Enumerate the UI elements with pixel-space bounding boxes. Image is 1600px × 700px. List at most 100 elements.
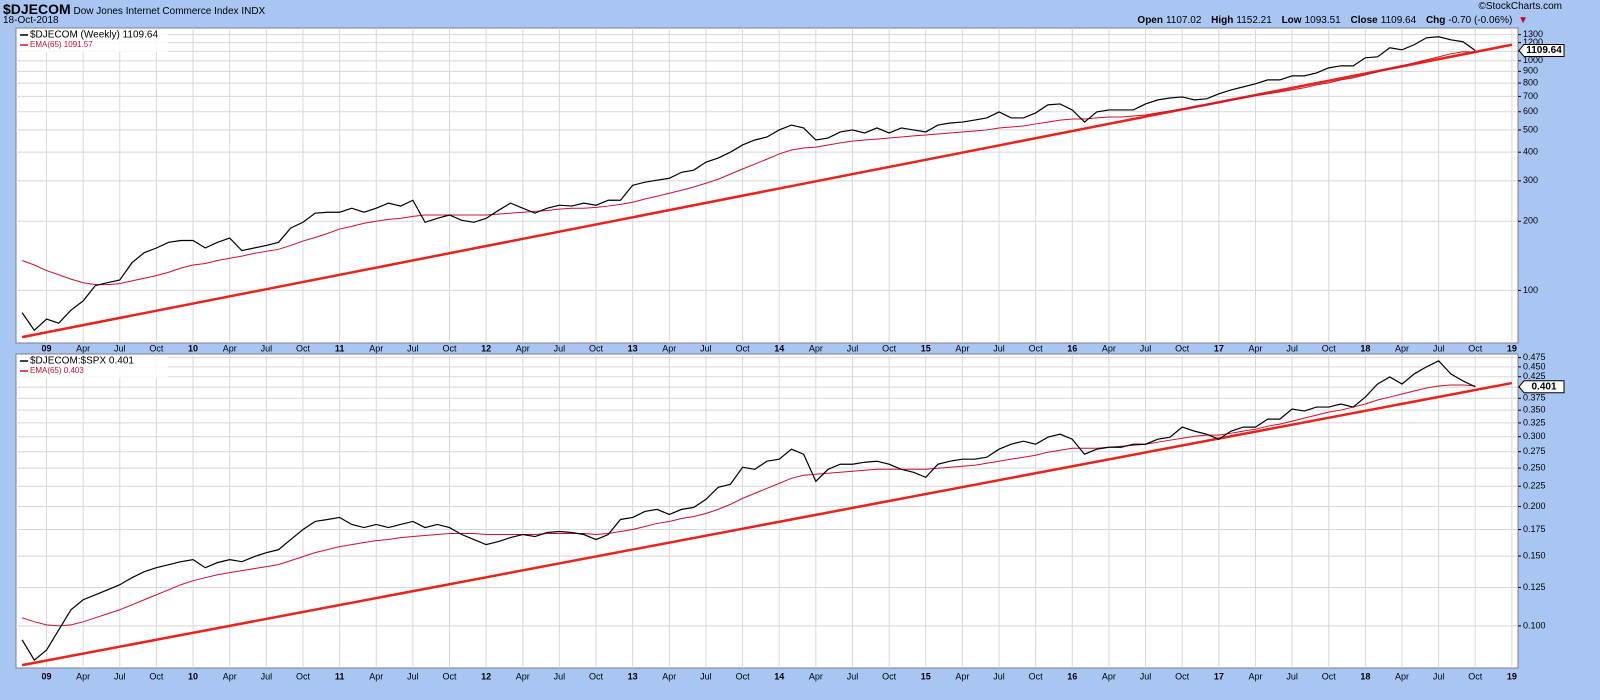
x-tick-label: Apr: [809, 671, 823, 681]
x-tick-label: Oct: [1175, 343, 1190, 353]
x-tick-label: 19: [1507, 343, 1517, 353]
y-tick-label: 0.450: [1523, 361, 1546, 371]
y-tick-label: 0.100: [1523, 620, 1546, 630]
x-tick-label: Oct: [589, 343, 604, 353]
quote-value: 1109.64: [1380, 15, 1417, 26]
index-name: Dow Jones Internet Commerce Index: [73, 6, 239, 17]
legend-label: EMA(65) 1091.57: [30, 40, 93, 49]
x-tick-label: 13: [628, 343, 638, 353]
x-tick-label: Oct: [1468, 671, 1483, 681]
x-tick-label: Apr: [76, 343, 90, 353]
exchange: INDX: [241, 6, 266, 17]
y-tick-label: 0.225: [1523, 481, 1546, 491]
legend-label: $DJECOM:$SPX 0.401: [30, 356, 134, 367]
y-tick-label: 0.275: [1523, 446, 1546, 456]
x-tick-label: 14: [774, 671, 784, 681]
y-tick-label: 900: [1523, 66, 1538, 76]
plot-lines: [21, 36, 1513, 339]
quote-row: Open 1107.02 High 1152.21 Low 1093.51 Close…: [1130, 15, 1528, 26]
x-tick-label: Jul: [993, 343, 1005, 353]
x-tick-label: Oct: [736, 343, 751, 353]
x-tick-label: Oct: [442, 343, 457, 353]
x-tick-label: Oct: [736, 671, 751, 681]
x-tick-label: Jul: [554, 671, 566, 681]
x-tick-label: Apr: [1102, 671, 1116, 681]
quote-label: High: [1211, 15, 1234, 26]
x-tick-label: Oct: [1322, 671, 1337, 681]
y-tick-label: 0.425: [1523, 371, 1546, 381]
x-tick-label: Jul: [554, 343, 566, 353]
x-tick-label: Oct: [1322, 343, 1337, 353]
quote-value: 1093.51: [1304, 15, 1341, 26]
quote-label: Chg: [1425, 15, 1446, 26]
x-tick-label: Jul: [114, 343, 126, 353]
x-tick-label: 14: [774, 343, 784, 353]
change-arrow: ▼: [1518, 15, 1528, 26]
x-tick-label: Apr: [662, 343, 676, 353]
x-tick-label: Jul: [114, 671, 126, 681]
last-value-box: [1518, 380, 1565, 394]
y-tick-label: 0.250: [1523, 462, 1546, 472]
y-tick-label: 0.375: [1523, 393, 1546, 403]
y-tick-label: 0.175: [1523, 524, 1546, 534]
quote-label: Low: [1281, 15, 1302, 26]
quote-value: -0.70 (-0.06%): [1448, 15, 1513, 26]
y-tick-label: 100: [1523, 285, 1538, 295]
last-value-box: [1518, 43, 1565, 57]
series-line: [21, 36, 1476, 332]
last-value-label: 1109.64: [1526, 45, 1562, 56]
symbol: $DJECOM: [3, 1, 71, 17]
x-tick-label: 15: [921, 343, 931, 353]
x-tick-label: Apr: [76, 671, 90, 681]
x-tick-label: Jul: [407, 343, 419, 353]
x-tick-label: 09: [42, 343, 52, 353]
x-tick-label: Jul: [1433, 343, 1445, 353]
y-tick-label: 400: [1523, 147, 1538, 157]
quote-label: Open: [1137, 15, 1163, 26]
x-tick-label: Apr: [809, 343, 823, 353]
x-tick-label: 12: [481, 343, 491, 353]
legend-box: [18, 30, 168, 52]
y-tick-label: 1300: [1523, 29, 1543, 39]
x-tick-label: Oct: [1029, 671, 1044, 681]
x-tick-label: Jul: [700, 343, 712, 353]
y-tick-label: 800: [1523, 77, 1538, 87]
x-tick-label: Jul: [1433, 671, 1445, 681]
y-tick-label: 0.350: [1523, 405, 1546, 415]
last-value-label: 0.401: [1531, 381, 1556, 392]
x-tick-label: Jul: [1140, 671, 1152, 681]
y-tick-label: 700: [1523, 91, 1538, 101]
x-tick-label: 16: [1067, 671, 1077, 681]
y-tick-label: 0.150: [1523, 550, 1546, 560]
y-tick-label: 1200: [1523, 37, 1543, 47]
x-tick-label: 17: [1214, 343, 1224, 353]
x-tick-label: Jul: [407, 671, 419, 681]
x-tick-label: Jul: [700, 671, 712, 681]
x-tick-label: Apr: [223, 343, 237, 353]
series-line: [21, 360, 1476, 661]
x-tick-label: Oct: [296, 671, 311, 681]
x-tick-label: 19: [1507, 671, 1517, 681]
quote-value: 1107.02: [1165, 15, 1202, 26]
x-tick-label: Jul: [1286, 343, 1298, 353]
x-tick-label: Apr: [1395, 671, 1409, 681]
legend-label: EMA(65) 0.403: [30, 366, 84, 375]
x-tick-label: Jul: [847, 343, 859, 353]
x-tick-label: Apr: [516, 343, 530, 353]
x-tick-label: Oct: [296, 343, 311, 353]
x-tick-label: Apr: [369, 343, 383, 353]
quote-value: 1152.21: [1236, 15, 1272, 26]
x-tick-label: 10: [188, 671, 198, 681]
x-tick-label: Oct: [1029, 343, 1044, 353]
plot-area: [15, 353, 1519, 669]
x-tick-label: Jul: [261, 671, 273, 681]
x-tick-label: 18: [1360, 343, 1370, 353]
series-line: [21, 51, 1476, 286]
legend-label: $DJECOM (Weekly) 1109.64: [30, 30, 158, 41]
x-tick-label: 17: [1214, 671, 1224, 681]
x-tick-label: 16: [1067, 343, 1077, 353]
y-tick-label: 600: [1523, 106, 1538, 116]
x-tick-label: Oct: [1175, 671, 1190, 681]
legend-box: [18, 356, 168, 378]
